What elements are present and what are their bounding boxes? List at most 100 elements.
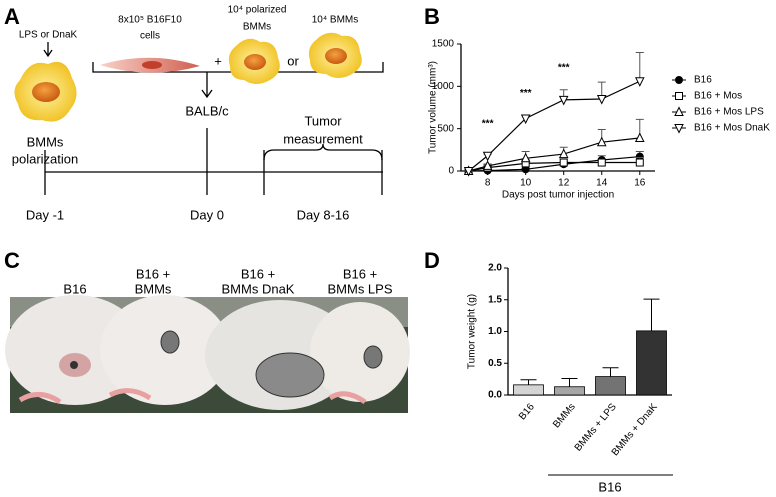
y-axis-title: Tumor weight (g) [467, 294, 478, 369]
legend-marker [675, 92, 683, 100]
legend-label: B16 [694, 75, 712, 86]
marker [558, 95, 569, 106]
error-bar [520, 379, 537, 385]
annotation: *** [558, 62, 570, 73]
photo-label: BMMs DnaK [222, 281, 295, 296]
photo-label: B16 + [343, 266, 377, 281]
timeline [44, 128, 383, 195]
marker [597, 158, 606, 167]
photo-label: B16 + [241, 266, 275, 281]
marker [482, 151, 493, 162]
caption: 10⁴ BMMs [312, 15, 359, 26]
y-tick-label: 2.0 [488, 263, 502, 274]
legend-marker [674, 124, 684, 134]
legend-label: B16 + Mos DnaK [694, 123, 770, 134]
caption: 8x10⁵ B16F10 [118, 15, 182, 26]
y-axis-title: Tumor volume (mm³) [428, 61, 439, 154]
nucleus [142, 61, 162, 69]
y-tick-label: 500 [437, 123, 454, 134]
or: or [287, 53, 299, 68]
marker [635, 158, 644, 167]
caption: BMMs [27, 134, 64, 149]
marker [559, 158, 568, 167]
x-tick-label: 8 [485, 178, 491, 189]
photo-label: BMMs [135, 281, 172, 296]
legend-marker [675, 76, 683, 84]
x-tick-label: 16 [634, 178, 646, 189]
bar [554, 386, 585, 396]
x-tick-label: 14 [596, 178, 608, 189]
x-tick-label: BMMs + LPS [573, 401, 619, 453]
marker [634, 132, 645, 142]
nucleus [244, 54, 266, 70]
caption: cells [140, 31, 160, 42]
series-line [468, 80, 641, 172]
y-tick-label: 0.0 [488, 390, 502, 401]
schematic: A LPS or DnaK BMMs polarization 8x10⁵ B1… [4, 4, 384, 222]
y-tick-label: 1000 [432, 81, 455, 92]
photo-label: BMMs LPS [327, 281, 392, 296]
tumor [255, 352, 325, 398]
bar [636, 330, 667, 396]
marker [463, 167, 474, 177]
panel-label: B [424, 4, 440, 29]
marker [520, 114, 531, 125]
marker [520, 152, 531, 163]
caption: measurement [283, 131, 363, 146]
arrow [201, 72, 213, 99]
photo-label: B16 [63, 281, 86, 296]
y-tick-label: 0 [448, 166, 454, 177]
marker [634, 77, 645, 87]
panel-label: C [4, 248, 20, 273]
y-tick-label: 0.5 [488, 358, 502, 369]
arrow [43, 42, 53, 58]
caption: BALB/c [185, 103, 229, 118]
day: Day -1 [26, 207, 64, 222]
error-bar [561, 377, 578, 387]
eye [70, 361, 78, 369]
error-bar [643, 298, 660, 331]
x-tick-label: 10 [520, 178, 532, 189]
tumor [363, 345, 383, 369]
x-axis-title: Days post tumor injection [502, 190, 614, 201]
photo-label: B16 + [136, 266, 170, 281]
panel-label: A [4, 4, 20, 29]
x-tick-label: 12 [558, 178, 570, 189]
stimulus: LPS or DnaK [19, 30, 78, 41]
mouse [310, 302, 410, 402]
marker [596, 95, 607, 105]
x-tick-label: B16 [517, 401, 537, 422]
panel-label: D [424, 248, 440, 273]
y-tick-label: 1.5 [488, 294, 502, 305]
nucleus [325, 48, 347, 64]
caption: Tumor [304, 113, 342, 128]
caption: 10⁴ polarized [228, 5, 287, 16]
annotation: *** [520, 88, 532, 99]
y-tick-label: 1.0 [488, 326, 502, 337]
day: Day 8-16 [297, 207, 350, 222]
x-tick-label: BMMs [551, 402, 578, 431]
legend-marker [674, 106, 684, 116]
error-bar [635, 51, 644, 82]
y-tick-label: 1500 [432, 39, 455, 50]
group-label: B16 [598, 479, 621, 494]
series-line [468, 161, 640, 172]
series-line [468, 156, 640, 172]
brace [263, 143, 383, 161]
charts: 0 500 1000 1500 8 10 12 14 16 Days post tumor inj… [428, 39, 771, 495]
tumor [160, 330, 180, 354]
marker [558, 148, 569, 159]
caption: BMMs [243, 22, 271, 33]
bar [595, 376, 626, 396]
day: Day 0 [190, 207, 224, 222]
annotation: *** [482, 119, 494, 130]
legend-label: B16 + Mos [694, 91, 742, 102]
marker [482, 160, 493, 170]
nucleus [32, 82, 60, 102]
paws [18, 388, 367, 405]
legend-label: B16 + Mos LPS [694, 107, 764, 118]
error-bar [602, 367, 619, 377]
